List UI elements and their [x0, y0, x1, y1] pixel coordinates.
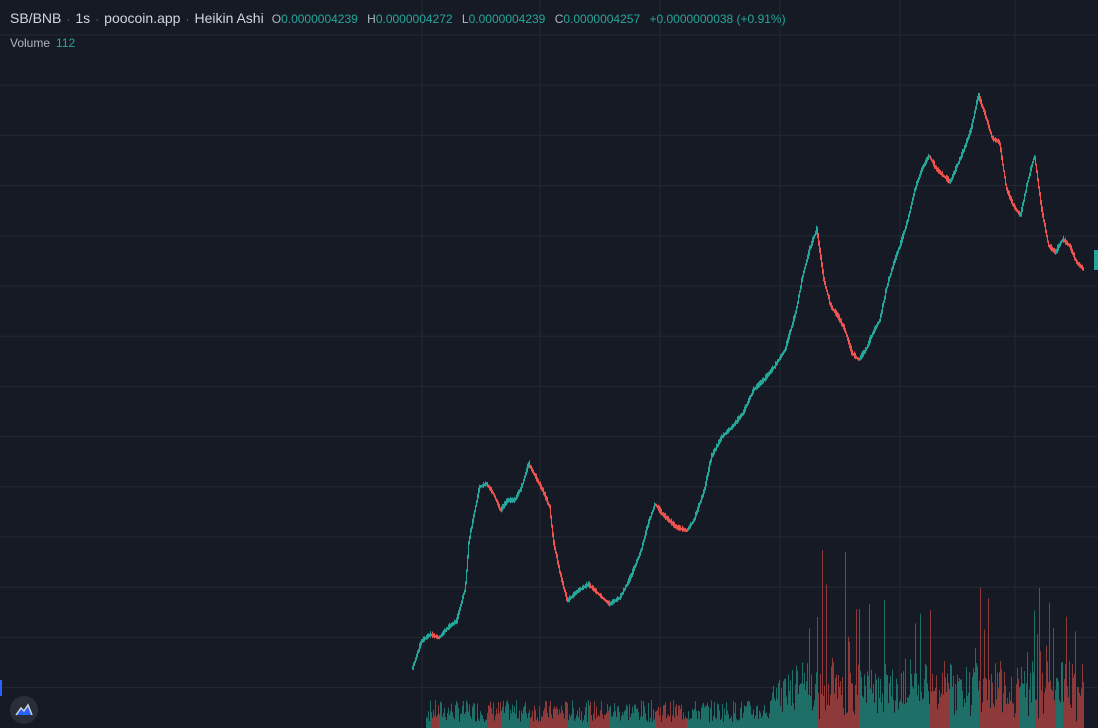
close-key: C — [554, 12, 564, 26]
volume-legend: Volume 112 — [10, 36, 75, 50]
left-edge-marker — [0, 680, 2, 696]
volume-value: 112 — [56, 36, 76, 50]
style-label: Heikin Ashi — [194, 10, 264, 26]
last-price-edge-marker — [1094, 250, 1098, 270]
open-key: O — [271, 12, 282, 26]
logo-glyph — [15, 703, 33, 716]
high-key: H — [367, 12, 376, 26]
chart-legend: SB/BNB · 1s · poocoin.app · Heikin Ashi … — [10, 10, 786, 26]
tradingview-logo-icon[interactable] — [10, 696, 38, 724]
open-value: 0.0000004239 — [281, 12, 358, 26]
close-value: 0.0000004257 — [563, 12, 641, 26]
legend-separator: · — [66, 12, 71, 26]
low-key: L — [461, 12, 469, 26]
high-value: 0.0000004272 — [375, 12, 453, 26]
low-value: 0.0000004239 — [468, 12, 546, 26]
legend-separator: · — [95, 12, 100, 26]
volume-label: Volume — [10, 36, 51, 50]
symbol-label[interactable]: SB/BNB — [10, 10, 62, 26]
legend-separator: · — [185, 12, 190, 26]
interval-label[interactable]: 1s — [75, 10, 91, 26]
ohlc-values: O0.0000004239 H0.0000004272 L0.000000423… — [272, 12, 786, 26]
change-value: +0.0000000038 (+0.91%) — [649, 12, 786, 26]
source-label: poocoin.app — [104, 10, 181, 26]
